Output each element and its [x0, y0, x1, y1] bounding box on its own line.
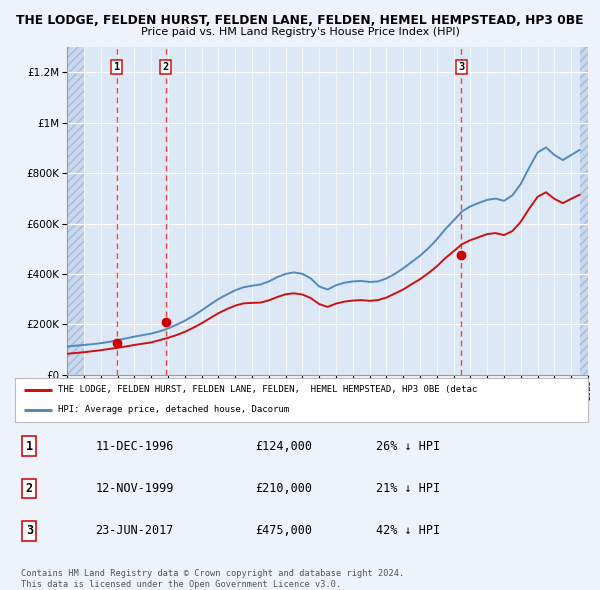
- Text: 42% ↓ HPI: 42% ↓ HPI: [376, 525, 440, 537]
- Text: 2: 2: [163, 62, 169, 72]
- Text: 12-NOV-1999: 12-NOV-1999: [95, 482, 173, 495]
- Text: THE LODGE, FELDEN HURST, FELDEN LANE, FELDEN, HEMEL HEMPSTEAD, HP3 0BE: THE LODGE, FELDEN HURST, FELDEN LANE, FE…: [16, 14, 584, 27]
- Text: 3: 3: [26, 525, 33, 537]
- Text: £210,000: £210,000: [256, 482, 313, 495]
- Text: 3: 3: [458, 62, 464, 72]
- Text: 23-JUN-2017: 23-JUN-2017: [95, 525, 173, 537]
- Text: £124,000: £124,000: [256, 440, 313, 453]
- Bar: [67, 47, 84, 375]
- Text: £475,000: £475,000: [256, 525, 313, 537]
- Text: 1: 1: [26, 440, 33, 453]
- Text: 21% ↓ HPI: 21% ↓ HPI: [376, 482, 440, 495]
- Text: 1: 1: [113, 62, 120, 72]
- Text: 11-DEC-1996: 11-DEC-1996: [95, 440, 173, 453]
- Text: Contains HM Land Registry data © Crown copyright and database right 2024.
This d: Contains HM Land Registry data © Crown c…: [21, 569, 404, 589]
- Text: Price paid vs. HM Land Registry's House Price Index (HPI): Price paid vs. HM Land Registry's House …: [140, 27, 460, 37]
- Text: HPI: Average price, detached house, Dacorum: HPI: Average price, detached house, Daco…: [58, 405, 289, 414]
- Text: 26% ↓ HPI: 26% ↓ HPI: [376, 440, 440, 453]
- Bar: [580, 47, 588, 375]
- Text: 2: 2: [26, 482, 33, 495]
- Text: THE LODGE, FELDEN HURST, FELDEN LANE, FELDEN,  HEMEL HEMPSTEAD, HP3 0BE (detac: THE LODGE, FELDEN HURST, FELDEN LANE, FE…: [58, 385, 477, 394]
